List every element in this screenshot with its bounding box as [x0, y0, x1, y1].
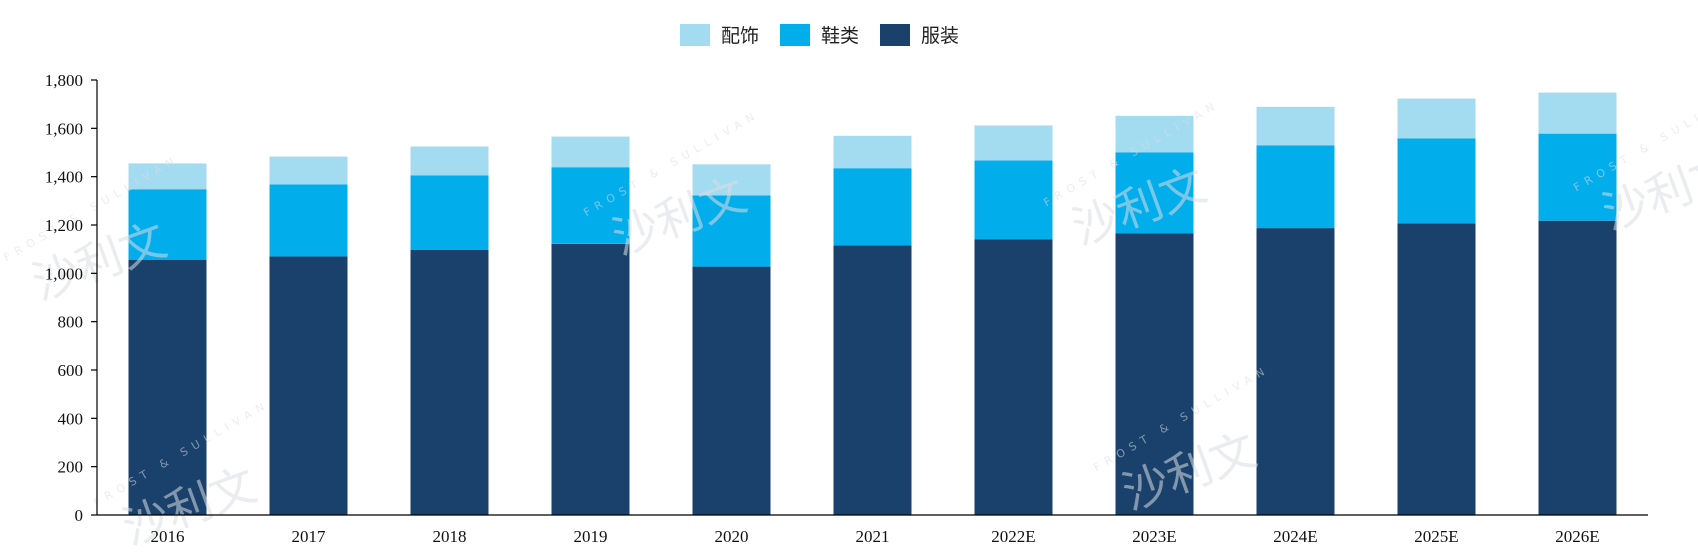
bar-2025E-series-2 — [1397, 98, 1476, 139]
bar-2026E-series-2 — [1538, 92, 1617, 134]
legend-label: 鞋类 — [821, 25, 859, 47]
bar-2022E-series-2 — [974, 125, 1053, 161]
y-tick-label: 1,200 — [45, 216, 83, 235]
bar-2016-series-0 — [128, 260, 207, 515]
bar-2022E-series-0 — [974, 239, 1053, 515]
x-tick-label: 2022E — [991, 527, 1035, 546]
bar-2017-series-0 — [269, 256, 348, 515]
bar-2021-series-0 — [833, 245, 912, 516]
legend-label: 服装 — [921, 25, 959, 47]
x-tick-label: 2016 — [151, 527, 185, 546]
y-tick-label: 1,000 — [45, 264, 83, 283]
bar-2023E-series-2 — [1115, 115, 1194, 153]
bar-2020-series-2 — [692, 164, 771, 196]
x-tick-label: 2017 — [292, 527, 327, 546]
bar-2020-series-0 — [692, 266, 771, 515]
y-tick-label: 600 — [58, 361, 84, 380]
x-tick-label: 2025E — [1414, 527, 1458, 546]
bar-2024E-series-2 — [1256, 106, 1335, 146]
bar-2024E-series-1 — [1256, 145, 1335, 229]
bar-2017-series-2 — [269, 156, 348, 185]
bar-2024E-series-0 — [1256, 228, 1335, 515]
y-tick-label: 200 — [58, 458, 84, 477]
y-tick-label: 0 — [75, 506, 84, 525]
legend-swatch — [880, 24, 910, 46]
x-tick-label: 2019 — [574, 527, 608, 546]
x-tick-label: 2023E — [1132, 527, 1176, 546]
bar-2026E-series-0 — [1538, 220, 1617, 515]
y-tick-label: 800 — [58, 313, 84, 332]
bars-group — [128, 92, 1617, 516]
bar-2020-series-1 — [692, 195, 771, 267]
bar-2016-series-1 — [128, 189, 207, 260]
bar-2022E-series-1 — [974, 160, 1053, 240]
legend: 配饰 鞋类 服装 — [680, 24, 959, 47]
x-tick-label: 2018 — [433, 527, 467, 546]
bar-2023E-series-0 — [1115, 233, 1194, 515]
bar-2019-series-1 — [551, 167, 630, 244]
bar-2019-series-0 — [551, 243, 630, 515]
y-tick-label: 1,800 — [45, 71, 83, 90]
x-tick-label: 2026E — [1555, 527, 1599, 546]
legend-swatch — [680, 24, 710, 46]
legend-label: 配饰 — [721, 25, 759, 47]
bar-2025E-series-1 — [1397, 138, 1476, 224]
bar-2021-series-1 — [833, 168, 912, 246]
bar-2026E-series-1 — [1538, 133, 1617, 221]
bar-2016-series-2 — [128, 163, 207, 190]
x-tick-label: 2024E — [1273, 527, 1317, 546]
bar-2018-series-1 — [410, 175, 489, 250]
y-tick-label: 400 — [58, 409, 84, 428]
legend-swatch — [780, 24, 810, 46]
bar-2023E-series-1 — [1115, 152, 1194, 234]
bar-2017-series-1 — [269, 184, 348, 257]
bar-2019-series-2 — [551, 136, 630, 168]
bar-2018-series-2 — [410, 146, 489, 176]
y-tick-label: 1,600 — [45, 119, 83, 138]
axes-group: 0 200 400 600 800 1,000 1,200 1,400 1,600 1,800 20… — [45, 71, 1648, 546]
x-tick-label: 2020 — [715, 527, 749, 546]
bar-2021-series-2 — [833, 135, 912, 169]
x-tick-label: 2021 — [856, 527, 890, 546]
bar-2018-series-0 — [410, 249, 489, 515]
bar-2025E-series-0 — [1397, 223, 1476, 515]
y-tick-label: 1,400 — [45, 168, 83, 187]
